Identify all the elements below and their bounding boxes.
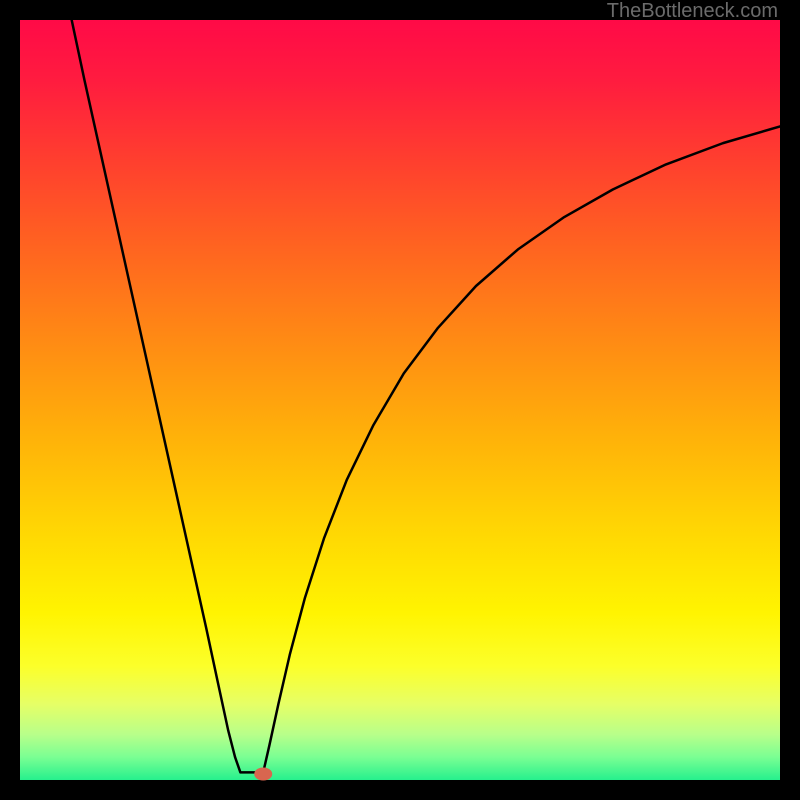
bottleneck-curve <box>20 20 780 780</box>
watermark-text: TheBottleneck.com <box>607 0 778 23</box>
optimal-point-marker <box>254 767 272 780</box>
